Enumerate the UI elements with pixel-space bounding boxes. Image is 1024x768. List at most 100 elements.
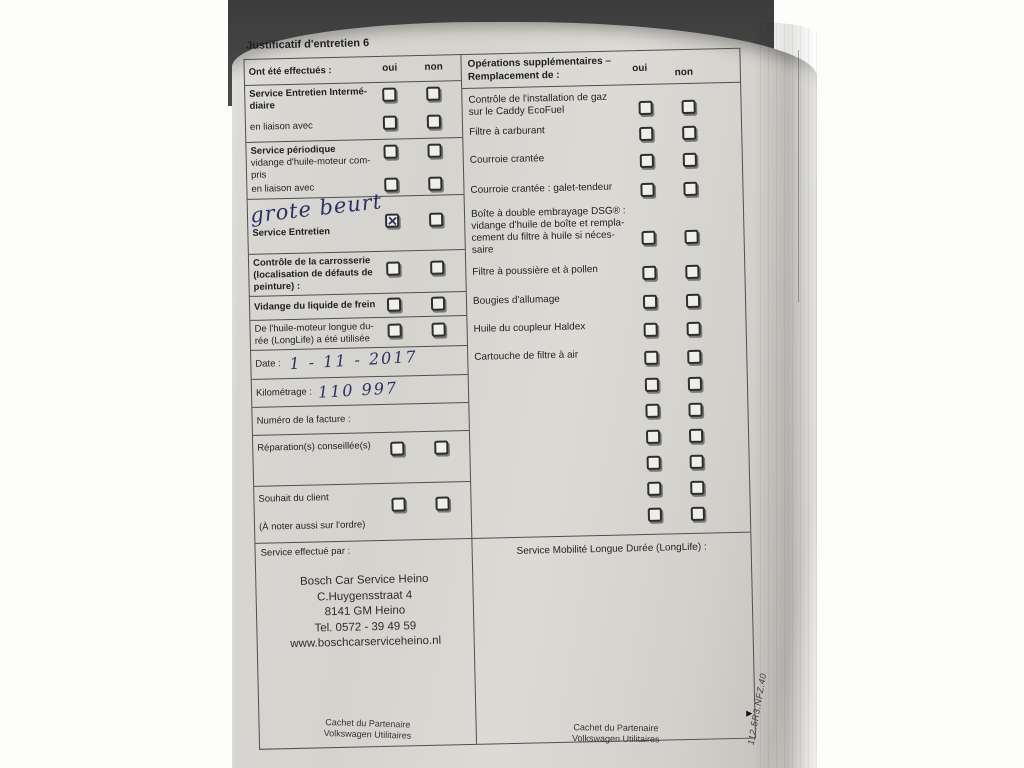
checkbox-non — [689, 454, 704, 469]
checkbox-oui — [390, 441, 405, 456]
checkbox-non — [431, 322, 446, 337]
checkbox-non — [687, 376, 703, 391]
checkbox-pair — [647, 506, 706, 522]
checkbox-pair: ✕ — [384, 212, 444, 229]
checkbox-pair — [639, 152, 697, 169]
checkbox-pair — [642, 293, 701, 309]
service-effectue-label: Service effectué par : — [260, 545, 351, 559]
row-service-periodique: Service périodique vidange d'huile-moteu… — [246, 138, 464, 200]
row-controle-carrosserie: Contrôle de la carrosserie (localisation… — [248, 250, 466, 297]
checkbox-non — [428, 176, 443, 191]
next-page-border-line — [798, 50, 799, 302]
row-service-intermediaire: Service Entretien Intermé- diaire en lia… — [245, 81, 463, 143]
checkbox-non — [427, 143, 442, 158]
checkbox-oui — [384, 177, 399, 192]
checkbox-oui — [391, 497, 406, 512]
checkbox-oui — [642, 265, 657, 280]
checkbox-oui — [382, 87, 397, 102]
checkbox-pair — [647, 480, 705, 496]
row-souhait-client: Souhait du client (À noter aussi sur l'o… — [254, 482, 471, 543]
checkbox-pair — [641, 229, 699, 246]
checkbox-oui — [387, 323, 402, 338]
checkbox-non — [686, 321, 701, 337]
checkbox-pair — [382, 114, 442, 130]
right-oui-header: oui — [632, 62, 648, 75]
supplementary-items: Contrôle de l'installation de gaz sur le… — [462, 83, 750, 536]
cachet-partenaire-left: Cachet du Partenaire Volkswagen Utilitai… — [323, 717, 412, 741]
row-service-entretien: grote beurt Service Entretien ✕ — [247, 189, 465, 255]
checkbox-pair — [646, 454, 704, 470]
checkbox-non — [430, 260, 445, 275]
page-fore-edge — [753, 22, 817, 768]
column-operations-supplementaires: Opérations supplémentaires – Remplacemen… — [461, 48, 750, 538]
checkbox-oui — [639, 153, 655, 169]
mobility-cell: Service Mobilité Longue Durée (LongLife)… — [472, 533, 755, 745]
checkbox-pair — [644, 376, 703, 392]
column-services: Ont été effectués : oui non Service Entr… — [244, 55, 473, 543]
left-oui-header: oui — [382, 62, 398, 74]
checkbox-oui — [638, 100, 653, 116]
checkbox-pair — [391, 496, 450, 512]
service-book-page — [232, 22, 817, 768]
checkbox-oui — [642, 294, 658, 309]
checkbox-pair — [390, 440, 449, 456]
next-page-arrow-icon: ▶ — [746, 708, 753, 718]
pen-check-mark: ✕ — [386, 213, 399, 229]
checkbox-pair — [645, 402, 703, 418]
checkbox-oui — [382, 115, 398, 130]
checkbox-oui — [641, 230, 656, 246]
checkbox-oui — [386, 297, 402, 312]
checkbox-pair — [645, 428, 704, 444]
checkbox-pair — [384, 176, 443, 192]
handwritten-date: 1 - 11 - 2017 — [288, 346, 419, 374]
checkbox-non — [435, 496, 450, 511]
checkbox-non — [688, 402, 703, 417]
item-blank — [478, 504, 751, 536]
checkbox-pair — [383, 143, 442, 159]
checkbox-non — [685, 293, 701, 309]
form-grid: Ont été effectués : oui non Service Entr… — [243, 47, 756, 750]
checkbox-pair — [642, 264, 700, 280]
checkbox-pair — [382, 86, 441, 102]
checkbox-non — [682, 152, 697, 168]
checkbox-pair — [639, 125, 697, 142]
checkbox-non — [688, 428, 704, 443]
bottom-section: Service effectué par : Bosch Car Service… — [255, 531, 755, 749]
checkbox-oui — [386, 261, 401, 276]
checkbox-non — [434, 440, 449, 455]
checkbox-oui — [383, 144, 398, 159]
row-reparations-conseillees: Réparation(s) conseillée(s) — [252, 430, 471, 487]
checkbox-pair — [387, 322, 446, 338]
checkbox-oui — [644, 350, 659, 365]
service-effectue-cell: Service effectué par : Bosch Car Service… — [255, 538, 478, 749]
checkbox-non — [684, 229, 699, 245]
checkbox-non — [685, 264, 700, 280]
checkbox-oui — [645, 429, 661, 444]
checkbox-non — [681, 99, 696, 115]
checkbox-non — [690, 480, 705, 495]
checkbox-oui — [646, 455, 661, 470]
checkbox-oui — [644, 377, 660, 392]
checkbox-oui — [647, 481, 662, 496]
checkbox-non — [690, 506, 706, 521]
checkbox-oui — [647, 507, 663, 522]
left-header-label: Ont été effectués : — [248, 64, 332, 78]
checkbox-oui — [643, 322, 658, 337]
checkbox-pair — [644, 349, 702, 365]
checkbox-pair — [643, 321, 701, 337]
checkbox-non — [683, 181, 698, 197]
checkbox-non — [426, 86, 441, 101]
checkbox-oui — [645, 403, 660, 418]
maintenance-form: Justificatif d'entretien 6 Ont été effec… — [243, 29, 756, 750]
checkbox-pair — [638, 99, 696, 116]
partner-stamp: Bosch Car Service Heino C.Huygensstraat … — [290, 572, 442, 651]
right-non-header: non — [674, 66, 694, 79]
row-huile-longlife: De l'huile-moteur longue du- rée (LongLi… — [250, 316, 467, 351]
checkbox-non — [426, 114, 442, 129]
checkbox-non — [430, 296, 446, 311]
left-non-header: non — [424, 61, 443, 73]
checkbox-non — [428, 212, 444, 227]
checkbox-oui — [640, 182, 655, 198]
checkbox-non — [682, 125, 697, 141]
